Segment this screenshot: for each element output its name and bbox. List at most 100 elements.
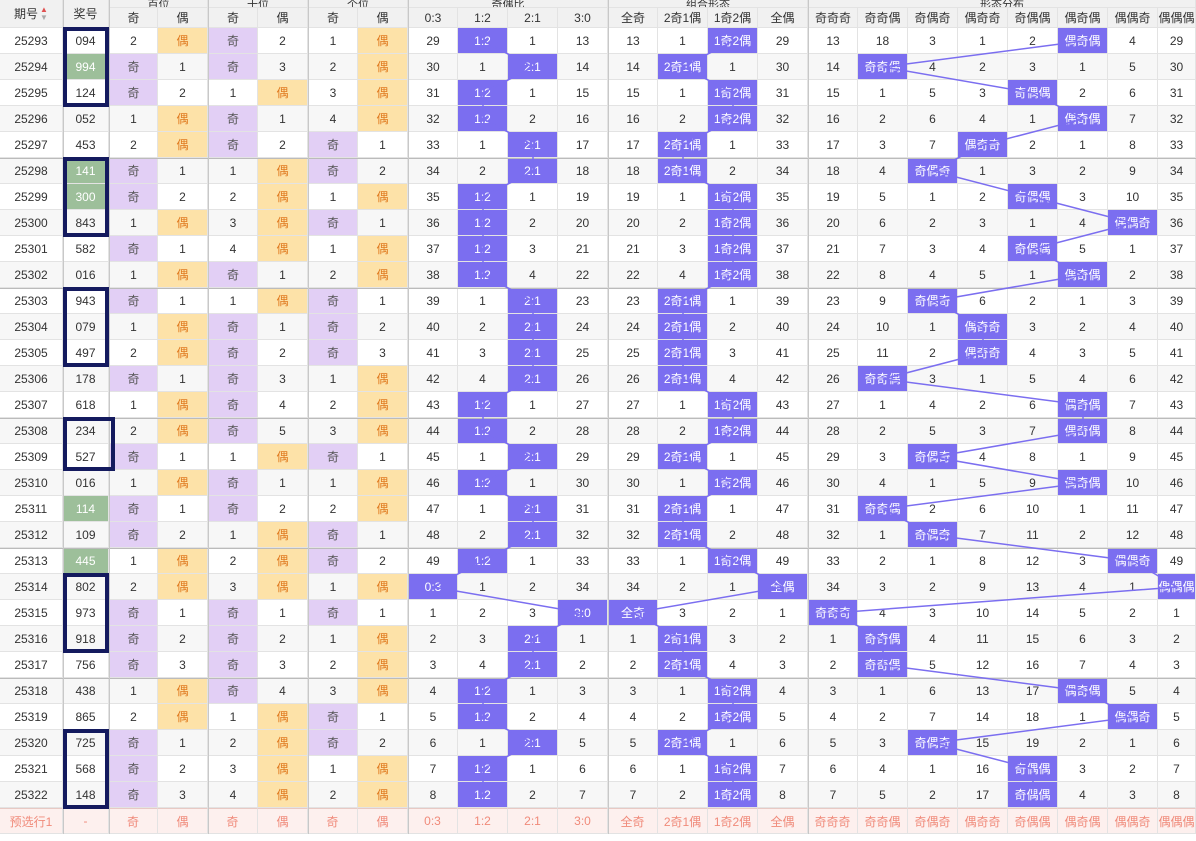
trend-cell: 2 bbox=[308, 652, 358, 678]
trend-cell: 2 bbox=[158, 80, 208, 106]
predict-option[interactable]: 奇 bbox=[208, 808, 258, 834]
trend-cell: 13 bbox=[608, 28, 658, 54]
trend-cell: 4 bbox=[658, 262, 708, 288]
trend-cell: 2 bbox=[208, 730, 258, 756]
predict-option[interactable]: 奇偶奇 bbox=[908, 808, 958, 834]
group-header-1: 十位 bbox=[208, 0, 308, 8]
predict-option[interactable]: 3:0 bbox=[558, 808, 608, 834]
trend-cell: 偶 bbox=[158, 314, 208, 340]
trend-cell: 1 bbox=[158, 366, 208, 392]
trend-cell: 偶 bbox=[358, 54, 408, 80]
trend-cell: 2:1 bbox=[508, 730, 558, 756]
trend-cell: 31 bbox=[608, 496, 658, 522]
predict-option[interactable]: 偶偶偶 bbox=[1158, 808, 1196, 834]
group-header-2: 个位 bbox=[308, 0, 408, 8]
trend-cell: 11 bbox=[1108, 496, 1158, 522]
trend-cell: 1 bbox=[458, 444, 508, 470]
predict-row-label[interactable]: 预选行1 bbox=[0, 808, 63, 834]
trend-cell: 5 bbox=[258, 418, 308, 444]
trend-cell: 18 bbox=[558, 158, 608, 184]
trend-cell: 7 bbox=[908, 704, 958, 730]
trend-cell: 31 bbox=[558, 496, 608, 522]
predict-option[interactable]: 偶 bbox=[158, 808, 208, 834]
trend-cell: 偶奇奇 bbox=[958, 132, 1008, 158]
trend-cell: 1:2 bbox=[458, 210, 508, 236]
trend-cell: 2 bbox=[109, 418, 158, 444]
trend-cell: 3 bbox=[1058, 548, 1108, 574]
trend-cell: 偶 bbox=[258, 782, 308, 808]
trend-cell: 3 bbox=[658, 600, 708, 626]
column-group-separator bbox=[608, 0, 609, 834]
trend-cell: 4 bbox=[308, 106, 358, 132]
trend-cell: 29 bbox=[1158, 28, 1196, 54]
trend-cell: 1 bbox=[1058, 54, 1108, 80]
trend-cell: 1 bbox=[758, 600, 808, 626]
predict-option[interactable]: 2:1 bbox=[508, 808, 558, 834]
trend-cell: 2 bbox=[908, 496, 958, 522]
trend-cell: 0:3 bbox=[408, 574, 458, 600]
subheader-20: 偶偶奇 bbox=[1108, 8, 1158, 28]
issue-column-header[interactable]: 期号 ▲ ▼ bbox=[0, 0, 63, 28]
trend-cell: 35 bbox=[408, 184, 458, 210]
trend-cell: 4 bbox=[858, 158, 908, 184]
trend-cell: 6 bbox=[958, 496, 1008, 522]
predict-option[interactable]: 奇偶偶 bbox=[1008, 808, 1058, 834]
trend-cell: 2 bbox=[458, 158, 508, 184]
predict-option[interactable]: 偶奇偶 bbox=[1058, 808, 1108, 834]
trend-cell: 偶奇奇 bbox=[958, 314, 1008, 340]
predict-option[interactable]: 1奇2偶 bbox=[708, 808, 758, 834]
trend-cell: 28 bbox=[808, 418, 858, 444]
trend-cell: 2奇1偶 bbox=[658, 314, 708, 340]
issue-number: 25318 bbox=[0, 678, 63, 704]
trend-cell: 奇 bbox=[308, 548, 358, 574]
trend-cell: 1 bbox=[808, 626, 858, 652]
predict-option[interactable]: 全偶 bbox=[758, 808, 808, 834]
trend-cell: 奇 bbox=[208, 678, 258, 704]
prize-number: 568 bbox=[63, 756, 109, 782]
trend-cell: 4 bbox=[1008, 340, 1058, 366]
predict-option[interactable]: 奇 bbox=[109, 808, 158, 834]
trend-cell: 3 bbox=[908, 366, 958, 392]
predict-option[interactable]: 1:2 bbox=[458, 808, 508, 834]
trend-cell: 2 bbox=[658, 106, 708, 132]
predict-option[interactable]: 全奇 bbox=[608, 808, 658, 834]
predict-option[interactable]: 奇奇奇 bbox=[808, 808, 858, 834]
predict-option[interactable]: 2奇1偶 bbox=[658, 808, 708, 834]
trend-cell: 奇偶偶 bbox=[1008, 236, 1058, 262]
trend-cell: 5 bbox=[758, 704, 808, 730]
trend-cell: 1 bbox=[858, 522, 908, 548]
trend-cell: 27 bbox=[558, 392, 608, 418]
trend-cell: 48 bbox=[1158, 522, 1196, 548]
trend-cell: 3 bbox=[208, 756, 258, 782]
trend-cell: 1 bbox=[308, 366, 358, 392]
trend-cell: 1 bbox=[1008, 210, 1058, 236]
trend-cell: 1 bbox=[308, 28, 358, 54]
predict-option[interactable]: 奇奇偶 bbox=[858, 808, 908, 834]
trend-cell: 1奇2偶 bbox=[708, 756, 758, 782]
issue-number: 25312 bbox=[0, 522, 63, 548]
predict-option[interactable]: 奇 bbox=[308, 808, 358, 834]
sort-arrow-icon[interactable]: ▲ ▼ bbox=[40, 4, 48, 22]
trend-cell: 1 bbox=[109, 106, 158, 132]
trend-cell: 42 bbox=[408, 366, 458, 392]
predict-option[interactable]: 偶奇奇 bbox=[958, 808, 1008, 834]
predict-option[interactable]: 偶 bbox=[258, 808, 308, 834]
predict-option[interactable]: 偶 bbox=[358, 808, 408, 834]
trend-cell: 1 bbox=[658, 756, 708, 782]
trend-cell: 7 bbox=[608, 782, 658, 808]
trend-cell: 16 bbox=[558, 106, 608, 132]
trend-cell: 7 bbox=[1108, 106, 1158, 132]
trend-cell: 1 bbox=[358, 288, 408, 314]
subheader-12: 1奇2偶 bbox=[708, 8, 758, 28]
trend-cell: 3 bbox=[1108, 782, 1158, 808]
trend-cell: 43 bbox=[758, 392, 808, 418]
trend-cell: 奇 bbox=[208, 652, 258, 678]
trend-cell: 3 bbox=[908, 28, 958, 54]
trend-cell: 偶 bbox=[358, 262, 408, 288]
trend-cell: 2 bbox=[358, 730, 408, 756]
predict-option[interactable]: 偶偶奇 bbox=[1108, 808, 1158, 834]
trend-cell: 4 bbox=[1058, 574, 1108, 600]
predict-option[interactable]: 0:3 bbox=[408, 808, 458, 834]
trend-cell: 22 bbox=[558, 262, 608, 288]
trend-cell: 10 bbox=[1108, 470, 1158, 496]
